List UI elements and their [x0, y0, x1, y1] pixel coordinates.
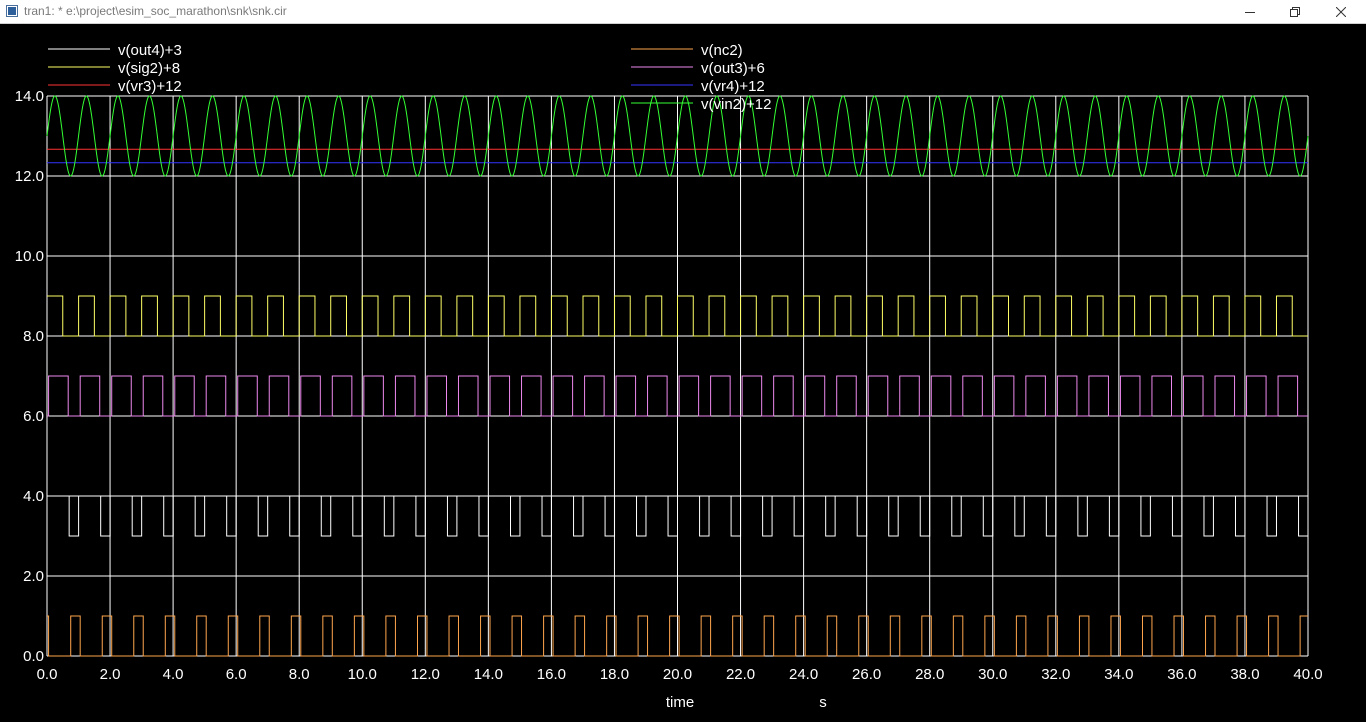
- y-tick-label: 2.0: [23, 568, 44, 585]
- y-tick-label: 8.0: [23, 328, 44, 345]
- x-tick-label: 34.0: [1104, 666, 1133, 683]
- y-tick-label: 14.0: [15, 88, 44, 105]
- legend-label: v(vin2)+12: [701, 96, 771, 113]
- x-tick-label: 24.0: [789, 666, 818, 683]
- legend-label: v(out3)+6: [701, 60, 765, 77]
- app-icon: [6, 5, 18, 17]
- x-tick-label: 8.0: [289, 666, 310, 683]
- x-tick-label: 40.0: [1293, 666, 1322, 683]
- x-tick-label: 32.0: [1041, 666, 1070, 683]
- x-tick-label: 26.0: [852, 666, 881, 683]
- x-tick-label: 18.0: [600, 666, 629, 683]
- series-line-v-sig2-8: [47, 295, 1308, 337]
- x-tick-label: 20.0: [663, 666, 692, 683]
- series-layer: [46, 95, 1309, 657]
- y-tick-label: 12.0: [15, 168, 44, 185]
- restore-button[interactable]: [1272, 0, 1318, 23]
- x-tick-label: 4.0: [163, 666, 184, 683]
- legend: v(out4)+3v(sig2)+8v(vr3)+12 v(nc2)v(out3)…: [48, 42, 771, 113]
- minimize-button[interactable]: [1227, 0, 1273, 23]
- x-tick-label: 36.0: [1167, 666, 1196, 683]
- close-button[interactable]: [1318, 0, 1364, 23]
- legend-label: v(out4)+3: [118, 42, 182, 59]
- y-tick-label: 0.0: [23, 648, 44, 665]
- plot-area: 0.0 2.0 4.0 6.0 8.0 10.0 12.0 14.0 16.0 18.0 20.0 2…: [0, 24, 1366, 717]
- x-tick-label: 30.0: [978, 666, 1007, 683]
- x-tick-label: 28.0: [915, 666, 944, 683]
- x-tick-label: 2.0: [100, 666, 121, 683]
- legend-label: v(nc2): [701, 42, 743, 59]
- x-tick-label: 22.0: [726, 666, 755, 683]
- x-axis-label: time: [666, 694, 694, 711]
- waveform-plot: 0.0 2.0 4.0 6.0 8.0 10.0 12.0 14.0 16.0 18.0 20.0 2…: [15, 42, 1323, 711]
- x-tick-label: 16.0: [537, 666, 566, 683]
- y-tick-label: 10.0: [15, 248, 44, 265]
- grid: [46, 95, 1309, 657]
- window-titlebar: tran1: * e:\project\esim_soc_marathon\sn…: [0, 0, 1366, 24]
- legend-label: v(vr3)+12: [118, 78, 182, 95]
- x-tick-label: 0.0: [37, 666, 58, 683]
- x-axis-unit: s: [819, 694, 827, 711]
- series-line-v-out3-6: [47, 375, 1308, 417]
- y-tick-label: 4.0: [23, 488, 44, 505]
- restore-icon: [1290, 6, 1300, 17]
- close-icon: [1336, 6, 1346, 17]
- x-tick-label: 38.0: [1230, 666, 1259, 683]
- series-line-v-out4-3: [47, 495, 1308, 537]
- series-line-v-nc2: [47, 615, 1308, 657]
- x-tick-label: 10.0: [348, 666, 377, 683]
- x-tick-label: 14.0: [474, 666, 503, 683]
- series-line-v-vin2-12: [46, 95, 1309, 177]
- legend-label: v(vr4)+12: [701, 78, 765, 95]
- legend-label: v(sig2)+8: [118, 60, 180, 77]
- x-tick-label: 12.0: [411, 666, 440, 683]
- tick-labels: 0.0 2.0 4.0 6.0 8.0 10.0 12.0 14.0 16.0 18.0 20.0 2…: [15, 88, 1323, 683]
- minimize-icon: [1245, 11, 1255, 13]
- y-tick-label: 6.0: [23, 408, 44, 425]
- window-title: tran1: * e:\project\esim_soc_marathon\sn…: [24, 4, 287, 18]
- x-tick-label: 6.0: [226, 666, 247, 683]
